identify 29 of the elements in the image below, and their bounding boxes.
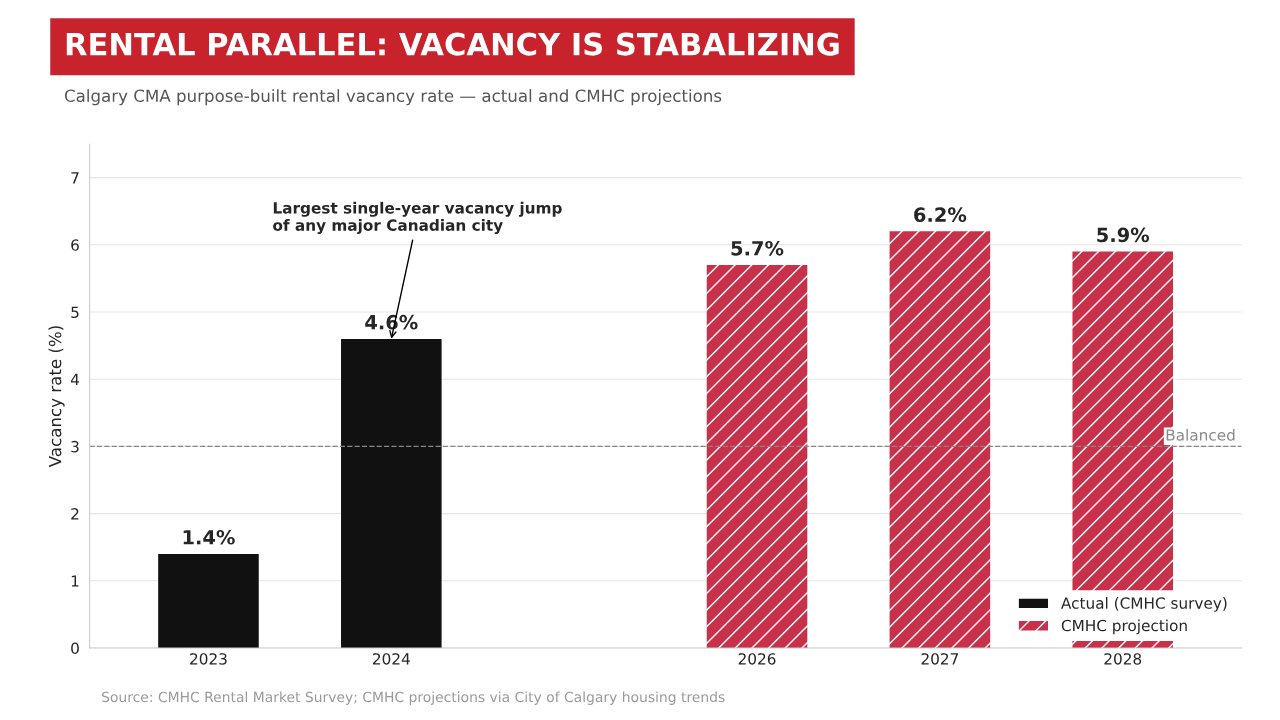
- x-tick-label: 2028: [1104, 653, 1142, 665]
- x-tick-label: 2023: [190, 653, 227, 665]
- text: 5.9%: [1097, 227, 1150, 243]
- y-tick-label: 2: [71, 508, 79, 520]
- legend-label: CMHC projection: [1061, 619, 1187, 635]
- y-tick-label: 0: [71, 642, 79, 655]
- chart-title: RENTAL PARALLEL: VACANCY IS STABALIZING: [66, 32, 839, 56]
- text: 5.7%: [731, 240, 784, 256]
- y-tick-label: 6: [71, 239, 79, 251]
- chart-subtitle: Calgary CMA purpose-built rental vacancy rate — actual and CMHC projections: [64, 89, 722, 106]
- x-tick-label: 2027: [921, 653, 959, 665]
- legend-label: Actual (CMHC survey): [1061, 597, 1227, 612]
- source-note: Source: CMHC Rental Market Survey; CMHC projections via City of Calgary housing trends: [102, 691, 725, 705]
- y-tick-label: 7: [71, 172, 79, 184]
- annotation: Largest single-year vacancy jump of any major Canadian city: [273, 201, 562, 234]
- y-tick-label: 5: [71, 306, 79, 319]
- y-axis-title: Vacancy rate (%): [48, 326, 65, 468]
- y-tick-label: 1: [71, 575, 79, 587]
- bar: [341, 338, 442, 648]
- x-tick-label: 2026: [738, 653, 776, 665]
- text: 1.4%: [183, 529, 235, 545]
- y-tick-label: 3: [71, 440, 79, 453]
- text: 6.2%: [914, 207, 967, 223]
- x-tick-label: 2024: [372, 653, 410, 665]
- ref-line-label: Balanced: [1166, 428, 1235, 441]
- y-tick-label: 4: [70, 373, 80, 385]
- bar: [889, 231, 991, 648]
- bar: [706, 264, 808, 648]
- bar: [158, 553, 259, 648]
